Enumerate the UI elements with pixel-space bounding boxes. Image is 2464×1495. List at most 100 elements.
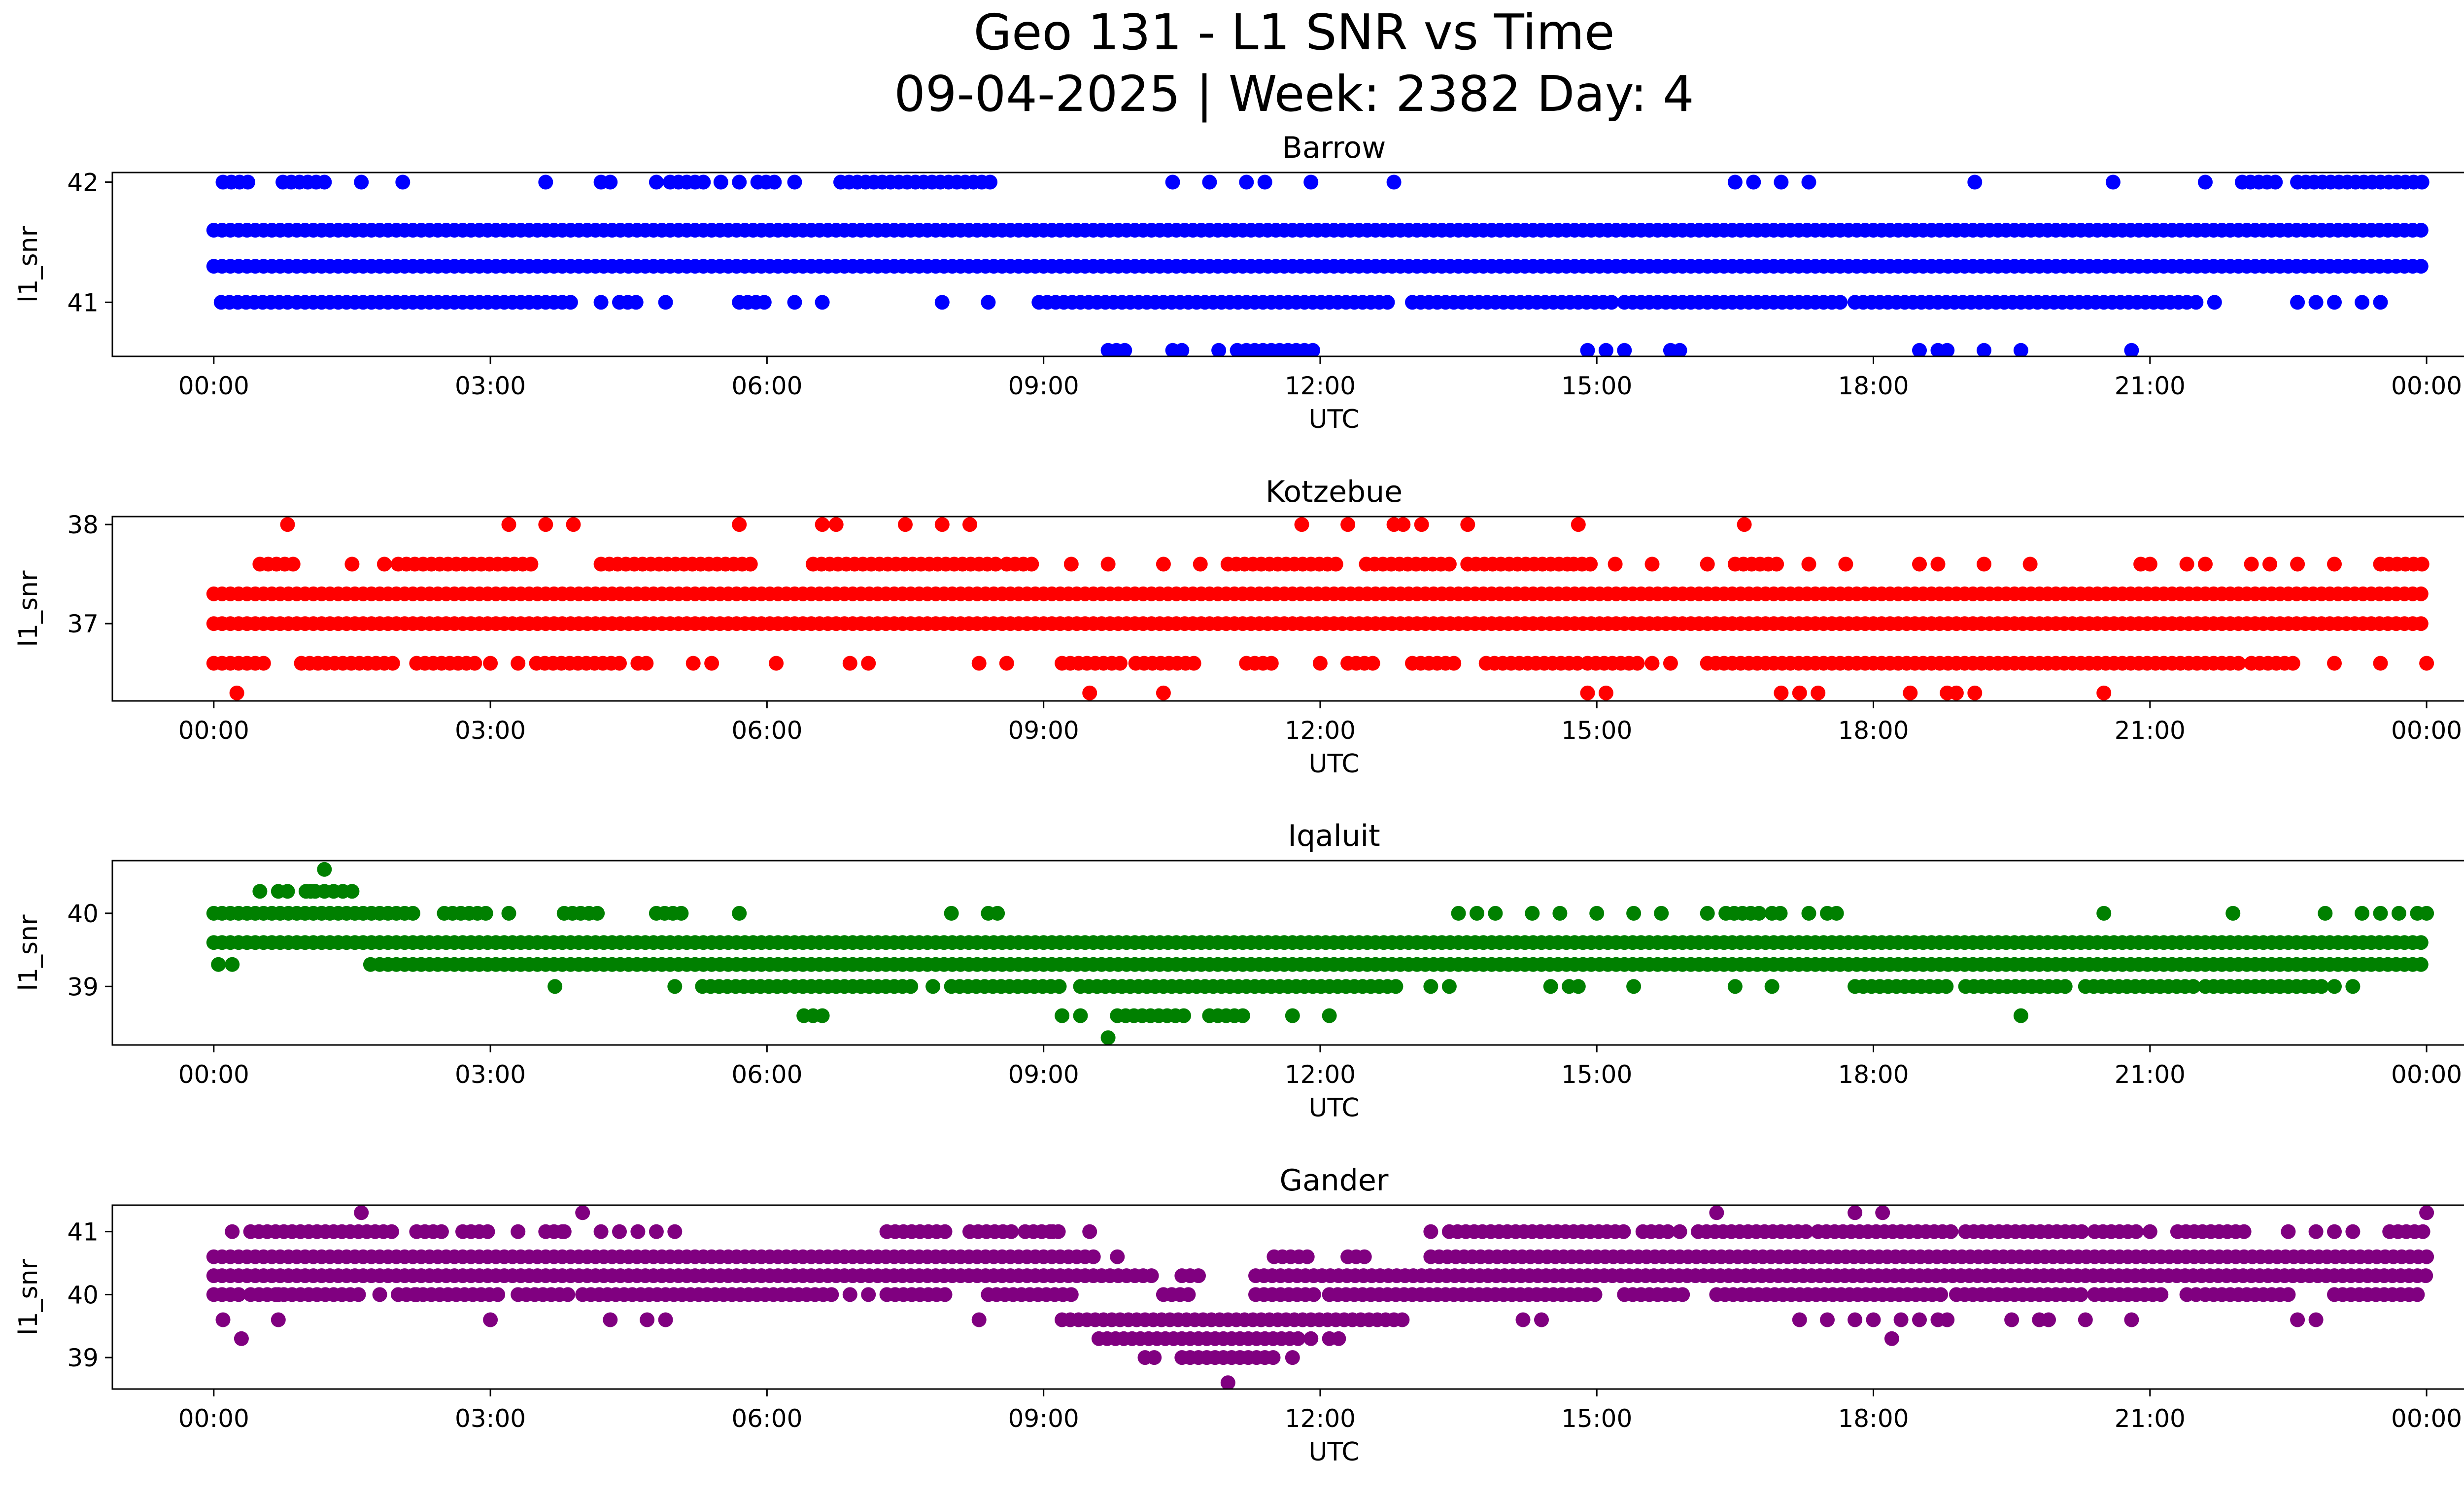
data-point	[612, 1224, 627, 1239]
data-point	[1312, 656, 1328, 671]
data-point	[1305, 343, 1320, 356]
data-point	[1441, 556, 1457, 572]
data-point	[603, 1312, 618, 1327]
data-point	[1616, 1224, 1631, 1239]
data-point	[1082, 1224, 1097, 1239]
data-point	[1977, 556, 1991, 572]
data-point	[1571, 979, 1586, 994]
data-point	[354, 1205, 369, 1220]
x-axis-label: UTC	[1308, 749, 1359, 779]
x-tick-label: 06:00	[731, 1404, 802, 1433]
x-tick-label: 00:00	[178, 1060, 249, 1089]
x-tick-label: 03:00	[455, 372, 526, 400]
data-point	[1144, 1268, 1159, 1284]
data-point	[2290, 556, 2305, 572]
x-tick-label: 03:00	[455, 1060, 526, 1089]
data-point	[2413, 935, 2429, 950]
data-point	[215, 1312, 231, 1327]
data-point	[1176, 1008, 1191, 1023]
data-point	[925, 979, 941, 994]
x-tick-label: 09:00	[1008, 372, 1079, 400]
subplot-panels: Barrow 00:00 03:00 06:00 09:00 12:00 15:00 18:0…	[14, 131, 2464, 1467]
data-point	[1930, 556, 1946, 572]
data-point	[478, 905, 493, 921]
data-point	[1340, 517, 1356, 532]
data-point	[937, 1224, 953, 1239]
data-point	[1306, 1287, 1321, 1302]
data-point	[2414, 174, 2430, 190]
data-point	[231, 1287, 246, 1302]
data-point	[603, 174, 618, 190]
data-point	[1515, 1312, 1531, 1327]
data-point	[1230, 343, 1245, 356]
data-point	[1063, 1287, 1079, 1302]
data-point	[1186, 656, 1201, 671]
data-point	[1100, 556, 1116, 572]
data-point	[1086, 1249, 1101, 1264]
data-point	[658, 1312, 673, 1327]
data-point	[1660, 1224, 1676, 1239]
data-point	[1220, 1375, 1235, 1389]
data-point	[501, 517, 516, 532]
y-tick-label: 39	[67, 973, 99, 1001]
data-point	[1940, 343, 1955, 356]
data-point	[1967, 174, 1983, 190]
data-point	[2004, 1312, 2019, 1327]
data-point	[354, 174, 369, 190]
data-point	[1328, 556, 1343, 572]
data-point	[2142, 556, 2157, 572]
data-point	[628, 295, 644, 310]
data-point	[2124, 343, 2139, 356]
data-point	[2419, 1205, 2434, 1220]
axes-frame	[111, 860, 2464, 1046]
data-point	[1746, 174, 1761, 190]
data-point	[2262, 556, 2277, 572]
subplot-title: Iqaluit	[1288, 819, 1380, 853]
data-point	[1774, 685, 1789, 700]
data-point	[971, 1312, 987, 1327]
data-point	[815, 295, 830, 310]
data-point	[317, 862, 332, 877]
data-point	[1709, 1205, 1724, 1220]
y-axis-label: l1_snr	[14, 1258, 43, 1335]
data-point	[548, 979, 563, 994]
data-point	[1820, 1312, 1835, 1327]
data-point	[2419, 905, 2434, 921]
x-tick-label: 21:00	[2115, 372, 2186, 400]
scatter-points-kotzebue	[206, 517, 2434, 700]
data-point	[1082, 685, 1097, 700]
data-point	[1903, 685, 1918, 700]
data-point	[1239, 174, 1254, 190]
data-point	[1604, 295, 1619, 310]
data-point	[2290, 1312, 2305, 1327]
data-point	[2057, 979, 2073, 994]
data-point	[363, 957, 378, 972]
data-point	[1303, 1331, 1319, 1346]
data-point	[639, 656, 654, 671]
data-point	[1769, 556, 1784, 572]
data-point	[732, 905, 747, 921]
data-point	[523, 556, 539, 572]
data-point	[2198, 556, 2213, 572]
y-tick-label: 38	[67, 511, 99, 539]
data-point	[384, 1224, 399, 1239]
data-point	[2327, 556, 2342, 572]
data-point	[612, 656, 627, 671]
data-point	[225, 1224, 240, 1239]
data-point	[1583, 556, 1598, 572]
data-point	[385, 656, 400, 671]
x-tick-label: 18:00	[1838, 716, 1909, 745]
data-point	[480, 1224, 495, 1239]
data-point	[372, 1287, 387, 1302]
data-point	[2327, 979, 2342, 994]
data-point	[2078, 1312, 2093, 1327]
data-point	[1626, 979, 1642, 994]
data-point	[1191, 1268, 1206, 1284]
x-tick-label: 09:00	[1008, 716, 1079, 745]
x-tick-label: 21:00	[2115, 1404, 2186, 1433]
data-point	[1331, 1331, 1346, 1346]
data-point	[1211, 343, 1227, 356]
data-point	[704, 656, 719, 671]
figure-title-line1: Geo 131 - L1 SNR vs Time	[974, 3, 1615, 61]
